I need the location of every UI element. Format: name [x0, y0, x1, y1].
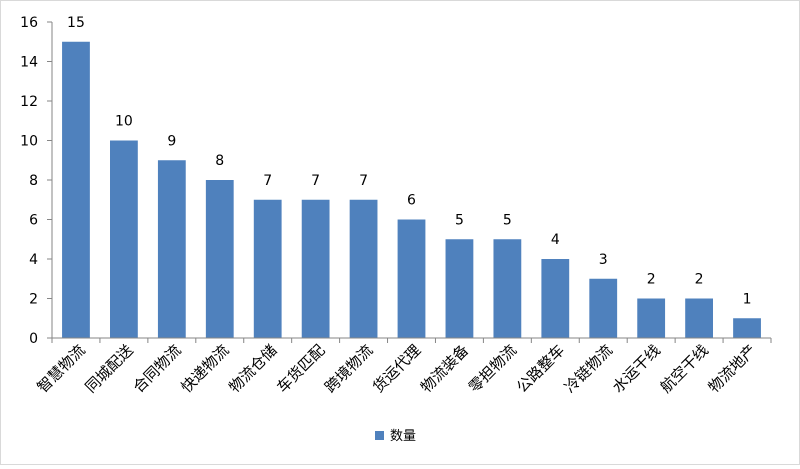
- data-label: 4: [551, 232, 560, 248]
- y-tick-label: 4: [29, 252, 38, 268]
- x-tick-label: 快递物流: [177, 341, 232, 396]
- x-axis: 智慧物流同城配送合同物流快递物流物流仓储车货匹配跨境物流货运代理物流装备零担物流…: [34, 337, 772, 396]
- legend: 数量: [375, 429, 416, 444]
- x-tick-label: 零担物流: [465, 341, 520, 396]
- x-tick-label: 冷链物流: [561, 341, 616, 396]
- bar: [109, 140, 138, 338]
- data-label: 6: [407, 193, 416, 209]
- bar: [493, 239, 522, 338]
- bar: [733, 318, 761, 338]
- y-tick-label: 16: [20, 15, 38, 31]
- bar: [349, 199, 378, 338]
- data-label: 7: [263, 173, 272, 189]
- x-tick-label: 货运代理: [369, 341, 424, 396]
- value-labels: 15 10 9 8 7 7 7 6 5 5 4 3 2 2 1: [67, 15, 751, 308]
- y-tick-label: 8: [29, 173, 38, 189]
- bar: [637, 298, 666, 338]
- bars: [62, 41, 761, 338]
- data-label: 5: [503, 212, 512, 228]
- data-label: 15: [67, 15, 85, 31]
- data-label: 7: [359, 173, 368, 189]
- data-label: 9: [167, 133, 176, 149]
- data-label: 2: [647, 272, 656, 288]
- y-tick-label: 12: [20, 94, 38, 110]
- data-label: 10: [115, 114, 133, 130]
- bar: [541, 259, 570, 338]
- x-tick-label: 物流仓储: [225, 341, 280, 396]
- bar: [445, 239, 474, 338]
- y-tick-label: 2: [29, 292, 38, 308]
- x-tick-label: 水运干线: [609, 341, 664, 396]
- data-label: 1: [743, 291, 752, 307]
- legend-label: 数量: [390, 429, 416, 444]
- y-tick-label: 10: [20, 134, 38, 150]
- x-tick-label: 智慧物流: [34, 341, 89, 396]
- x-tick-label: 合同物流: [129, 341, 184, 396]
- bar: [253, 199, 282, 338]
- x-tick-label: 车货匹配: [273, 341, 328, 396]
- bar: [157, 160, 186, 338]
- x-tick-label: 物流地产: [705, 341, 760, 396]
- bar: [589, 278, 618, 338]
- bar: [301, 199, 330, 338]
- bar: [205, 180, 234, 338]
- data-label: 8: [215, 153, 224, 169]
- bar: [62, 41, 90, 338]
- x-tick-label: 同城配送: [82, 341, 137, 396]
- y-tick-label: 0: [29, 331, 38, 347]
- y-tick-label: 6: [29, 213, 38, 229]
- data-label: 2: [695, 272, 704, 288]
- bar: [397, 219, 426, 338]
- legend-swatch: [375, 431, 384, 440]
- x-tick-label: 航空干线: [657, 341, 712, 396]
- x-tick-label: 公路整车: [513, 341, 568, 396]
- y-tick-label: 14: [20, 55, 38, 71]
- bar: [685, 298, 714, 338]
- y-axis: 0 2 4 6 8 10 12 14 16: [20, 15, 53, 347]
- x-tick-label: 物流装备: [417, 341, 472, 396]
- data-label: 3: [599, 252, 608, 268]
- x-tick-label: 跨境物流: [321, 341, 376, 396]
- data-label: 7: [311, 173, 320, 189]
- data-label: 5: [455, 212, 464, 228]
